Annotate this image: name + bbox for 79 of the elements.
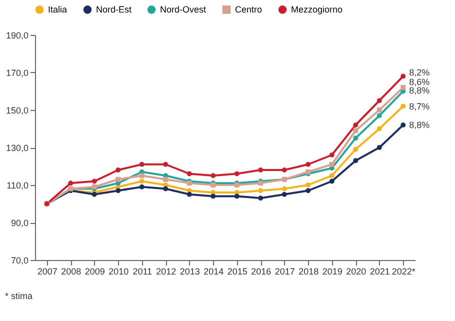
x-tick-label: 2020: [346, 266, 366, 276]
point: [234, 194, 240, 199]
point: [282, 192, 287, 197]
y-tick-label: 170,0: [6, 68, 28, 78]
point: [210, 173, 216, 178]
point: [186, 171, 192, 176]
annotation: 8,8%: [409, 85, 430, 96]
point: [163, 176, 168, 182]
y-tick-label: 190,0: [6, 30, 28, 40]
x-tick-label: 2011: [132, 266, 152, 276]
point: [400, 122, 406, 128]
y-tick-label: 90,0: [10, 218, 28, 228]
annotation: 8,8%: [409, 120, 430, 130]
point: [139, 173, 144, 178]
x-tick-label: 2013: [180, 266, 200, 276]
point: [92, 178, 97, 184]
legend-label: Nord-Ovest: [160, 4, 207, 15]
point: [139, 162, 144, 167]
point: [306, 162, 311, 167]
point: [116, 188, 121, 194]
point: [163, 186, 168, 192]
point: [400, 104, 406, 109]
point: [353, 128, 358, 134]
point: [258, 168, 264, 172]
point: [116, 168, 121, 172]
point: [258, 188, 264, 194]
point: [376, 126, 382, 132]
text: * stima: [5, 291, 33, 301]
point: [329, 178, 334, 184]
point: [139, 178, 144, 184]
y-tick-label: 150,0: [6, 106, 28, 116]
point: [353, 158, 358, 164]
point: [116, 176, 121, 182]
y-tick-label: 130,0: [6, 143, 28, 153]
point: [139, 184, 144, 190]
point: [282, 186, 287, 192]
point: [306, 182, 311, 188]
x-tick-label: 2021: [370, 266, 390, 276]
point: [353, 122, 358, 128]
point: [258, 196, 264, 201]
annotation: 8,2%: [409, 68, 430, 78]
point: [163, 162, 168, 167]
point: [400, 74, 406, 79]
point: [376, 108, 382, 112]
x-tick-label: 2010: [108, 266, 129, 276]
x-tick-label: 2007: [37, 266, 58, 276]
point: [329, 162, 334, 167]
x-tick-label: 2022*: [392, 266, 416, 276]
annotation: 8,6%: [409, 76, 430, 87]
point: [329, 152, 334, 158]
point: [306, 188, 311, 194]
legend-label: Mezzogiorno: [291, 4, 343, 15]
point: [376, 145, 382, 150]
point: [353, 146, 358, 152]
legend-label: Centro: [235, 4, 262, 15]
x-tick-label: 2014: [204, 266, 224, 276]
legend-label: Nord-Est: [96, 4, 132, 15]
point: [329, 173, 334, 178]
x-tick-label: 2019: [322, 266, 342, 276]
x-tick-label: 2015: [227, 266, 248, 276]
x-tick-label: 2008: [61, 266, 82, 276]
x-tick-label: 2017: [274, 266, 295, 276]
point: [400, 85, 406, 90]
point: [376, 113, 382, 118]
y-tick-label: 70,0: [10, 256, 28, 266]
x-tick-label: 2009: [84, 266, 105, 276]
x-tick-label: 2016: [251, 266, 272, 276]
point: [376, 98, 382, 104]
point: [282, 168, 287, 172]
annotation: 8,7%: [409, 101, 430, 112]
x-tick-label: 2012: [156, 266, 176, 276]
point: [353, 136, 358, 141]
point: [186, 192, 192, 197]
point: [210, 194, 216, 199]
legend-label: Italia: [48, 4, 68, 15]
point: [68, 180, 74, 186]
point: [234, 171, 240, 176]
x-tick-label: 2018: [298, 266, 319, 276]
y-tick-label: 110,0: [6, 180, 28, 190]
